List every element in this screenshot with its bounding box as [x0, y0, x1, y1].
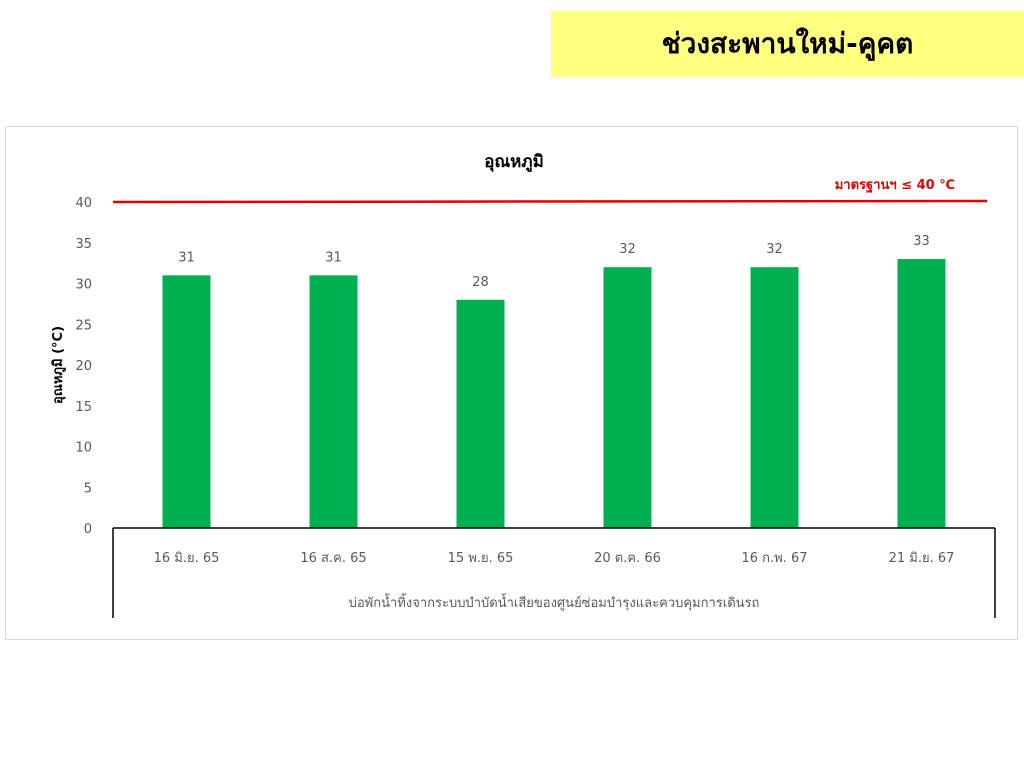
- y-tick-label: 25: [75, 318, 92, 333]
- data-label: 31: [325, 250, 342, 265]
- x-tick-label: 20 ต.ค. 66: [594, 551, 661, 566]
- y-tick-label: 10: [75, 441, 92, 456]
- x-tick-label: 21 มิ.ย. 67: [889, 551, 955, 566]
- bar: [162, 275, 211, 528]
- data-label: 31: [178, 250, 195, 265]
- chart-frame: [5, 126, 1018, 640]
- chart-title: อุณหภูมิ: [484, 152, 544, 173]
- bar: [456, 299, 505, 528]
- data-label: 28: [472, 275, 489, 290]
- x-tick-label: 16 มิ.ย. 65: [154, 551, 220, 566]
- bar: [750, 267, 799, 528]
- data-label: 33: [913, 234, 930, 249]
- x-tick-label: 15 พ.ย. 65: [448, 551, 514, 566]
- y-tick-label: 20: [75, 359, 92, 374]
- standard-limit-line: [112, 199, 988, 204]
- y-tick-label: 5: [84, 481, 92, 496]
- y-tick-label: 0: [84, 522, 92, 537]
- x-axis-label: บ่อพักน้ำทิ้งจากระบบบำบัดน้ำเสียของศูนย์…: [349, 593, 760, 611]
- standard-limit-label: มาตรฐานฯ ≤ 40 ℃: [835, 178, 955, 194]
- y-tick-label: 30: [75, 278, 92, 293]
- section-banner: ช่วงสะพานใหม่-คูคต: [551, 11, 1024, 77]
- bar: [309, 275, 358, 528]
- x-tick-label: 16 ก.พ. 67: [741, 551, 807, 566]
- x-tick-label: 16 ส.ค. 65: [300, 551, 366, 566]
- bar: [897, 259, 946, 528]
- y-tick-label: 35: [75, 237, 92, 252]
- y-tick-label: 40: [75, 196, 92, 211]
- y-tick-label: 15: [75, 400, 92, 415]
- data-label: 32: [766, 242, 783, 257]
- y-axis-label: อุณหภูมิ (°C): [51, 326, 66, 404]
- bar: [603, 267, 652, 528]
- data-label: 32: [619, 242, 636, 257]
- banner-title: ช่วงสะพานใหม่-คูคต: [661, 27, 914, 60]
